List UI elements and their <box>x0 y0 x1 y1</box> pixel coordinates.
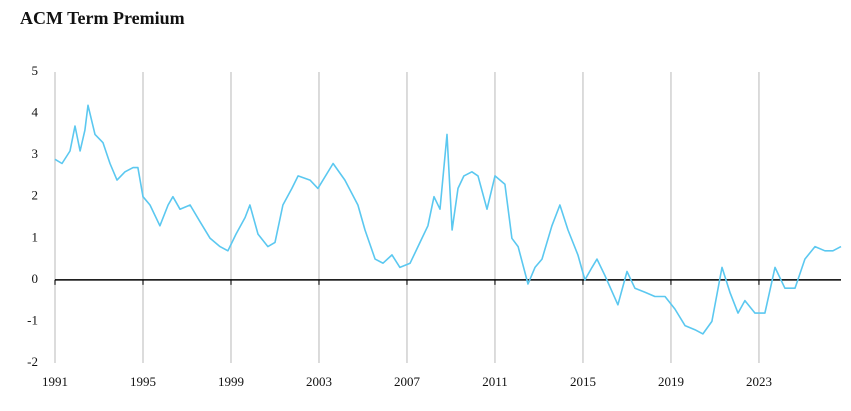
y-tick-label: 5 <box>32 63 39 78</box>
x-tick-label: 2007 <box>394 374 421 389</box>
y-tick-label: 1 <box>32 229 39 244</box>
y-tick-label: 3 <box>32 146 39 161</box>
line-series <box>54 104 842 335</box>
x-tick-label: 1999 <box>218 374 244 389</box>
x-tick-label: 2019 <box>658 374 684 389</box>
x-tick-label: 2011 <box>482 374 508 389</box>
x-tick-label: 2023 <box>746 374 772 389</box>
x-tick-label: 1995 <box>130 374 156 389</box>
y-tick-label: -1 <box>27 312 38 327</box>
x-tick-label: 2003 <box>306 374 332 389</box>
x-tick-label: 2015 <box>570 374 596 389</box>
y-tick-label: -2 <box>27 354 38 369</box>
chart-title: ACM Term Premium <box>20 8 185 28</box>
x-tick-label: 1991 <box>42 374 68 389</box>
y-tick-label: 2 <box>32 188 39 203</box>
y-tick-label: 4 <box>32 105 39 120</box>
y-tick-label: 0 <box>32 271 39 286</box>
